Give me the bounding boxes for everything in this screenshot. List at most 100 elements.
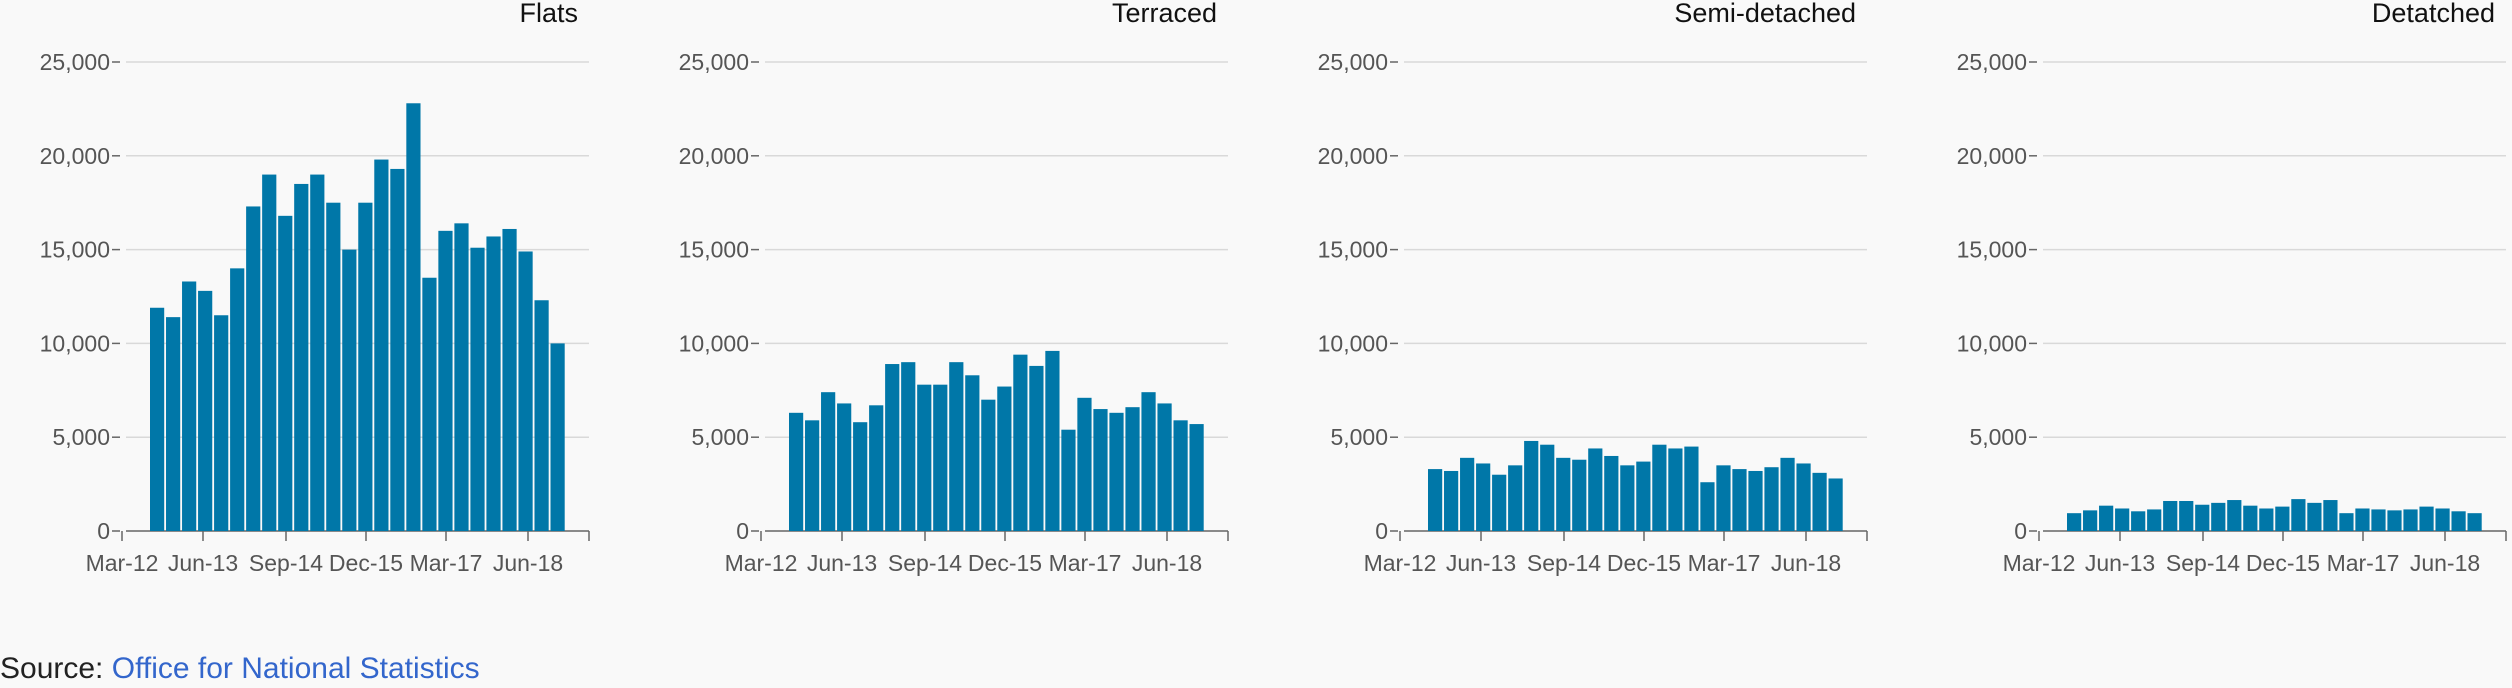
bar [1620,465,1635,531]
bar [454,223,469,531]
bar [965,375,980,531]
panel-semi-detached: Semi-detached 0 5,000 10,000 15,000 20,000 25,… [1318,0,1868,576]
panel-title: Terraced [1112,0,1217,28]
bar [1029,365,1044,531]
y-tick-label: 5,000 [1330,424,1388,450]
bar [486,236,501,531]
bar [1109,412,1124,531]
bar [1588,448,1603,531]
x-tick-label: Dec-15 [1607,550,1681,576]
bar [1572,459,1587,531]
bar [1700,482,1715,531]
y-tick-label: 25,000 [679,49,749,75]
bar [1780,457,1795,531]
bar [1716,465,1731,531]
source-link[interactable]: Office for National Statistics [111,652,480,685]
bar [2451,511,2466,531]
bar [885,364,900,531]
x-tick-label: Dec-15 [2246,550,2320,576]
bar [1045,350,1060,531]
y-tick-label: 25,000 [1318,49,1388,75]
y-tick-label: 20,000 [40,143,110,169]
y-tick-label: 25,000 [40,49,110,75]
bar [2259,508,2274,531]
bar [1141,392,1156,531]
bar [534,300,549,531]
y-tick-label: 15,000 [40,237,110,263]
bar [853,422,868,531]
bar [374,159,389,531]
bar [150,307,165,531]
bar [869,405,884,531]
y-tick-label: 0 [97,518,110,544]
x-tick-label: Sep-14 [249,550,323,576]
bar [326,202,341,531]
panel-flats: Flats 0 5,000 10,000 15,000 20,000 25,000 Mar-1… [40,0,590,576]
x-tick-label: Jun-13 [2085,550,2155,576]
y-tick-label: 10,000 [40,330,110,356]
y-tick-label: 15,000 [1957,237,2027,263]
bar [1764,467,1779,531]
bar [406,103,421,531]
x-tick-label: Mar-12 [2003,550,2076,576]
y-tick-label: 15,000 [679,237,749,263]
bar [2147,509,2162,531]
bar [2211,502,2226,531]
bar [1077,397,1092,531]
bar [901,362,916,531]
y-tick-label: 10,000 [679,330,749,356]
y-tick-label: 5,000 [52,424,110,450]
x-tick-label: Mar-17 [410,550,483,576]
panel-terraced: Terraced 0 5,000 10,000 15,000 20,000 25,000 Ma… [679,0,1229,576]
bar [2179,500,2194,531]
x-tick-label: Jun-18 [1771,550,1841,576]
bar [997,386,1012,531]
bar [2291,499,2306,531]
bar [2387,510,2402,531]
bar [2163,500,2178,531]
bar [230,268,245,531]
bar [2307,502,2322,531]
bar [1444,470,1459,531]
bar [246,206,261,531]
bar [1556,457,1571,531]
y-tick-label: 0 [1375,518,1388,544]
bar [1524,440,1539,531]
x-tick-label: Jun-18 [1132,550,1202,576]
source-note: Source: Office for National Statistics [0,652,480,686]
bar [390,168,405,531]
bar [1013,354,1028,531]
bar [2115,508,2130,531]
bar [1748,470,1763,531]
x-tick-label: Mar-17 [2327,550,2400,576]
bar [1173,420,1188,531]
bar [1093,409,1108,531]
x-tick-label: Sep-14 [2166,550,2240,576]
bar [2323,500,2338,531]
bar [518,251,533,531]
bar [2371,509,2386,531]
x-tick-label: Mar-17 [1688,550,1761,576]
panel-title: Semi-detached [1674,0,1856,28]
bar [2227,500,2242,531]
bar [2419,506,2434,531]
bar [422,277,437,531]
bar [342,249,357,531]
y-tick-label: 0 [2014,518,2027,544]
bar [1492,474,1507,531]
bar [2275,506,2290,531]
bar [214,315,229,531]
x-tick-label: Jun-13 [1446,550,1516,576]
x-tick-label: Mar-12 [725,550,798,576]
bar [182,281,197,531]
source-label: Source: [0,652,112,685]
bar [2083,510,2098,531]
bar [1061,429,1076,531]
bar [1652,444,1667,531]
bar [981,399,996,531]
panel-title: Flats [519,0,578,28]
x-tick-label: Mar-12 [1364,550,1437,576]
bar [2099,505,2114,531]
bar [470,247,485,531]
panel-title: Detatched [2372,0,2495,28]
